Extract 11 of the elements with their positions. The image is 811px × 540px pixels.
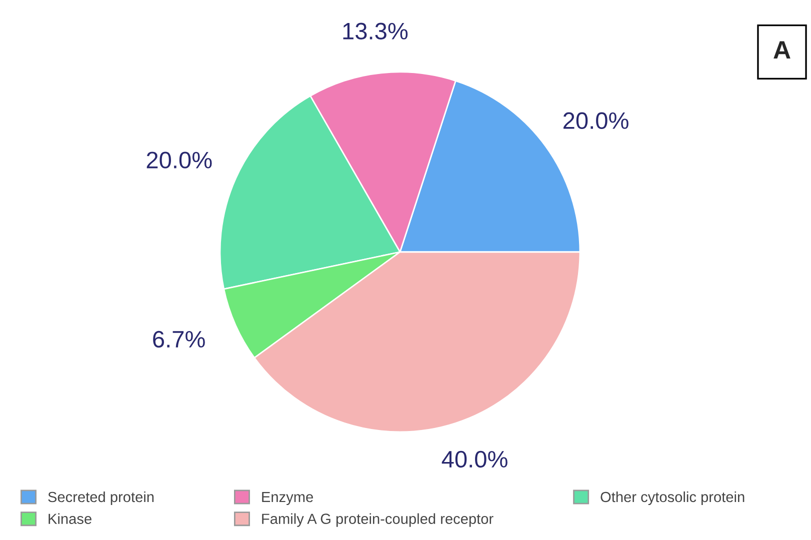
legend-label: Other cytosolic protein	[600, 491, 744, 506]
legend-label: Family A G protein-coupled receptor	[262, 513, 494, 527]
data-label: 20.0%	[564, 112, 628, 130]
text: A	[774, 41, 790, 58]
data-label: 6.7%	[153, 330, 205, 348]
data-label: 20.0%	[146, 152, 212, 168]
data-label: 13.3%	[343, 22, 408, 40]
data-label: 40.0%	[442, 450, 508, 468]
legend-label: Enzyme	[262, 492, 313, 506]
legend-label: Secreted protein	[48, 491, 154, 506]
legend-label: Kinase	[48, 513, 92, 524]
